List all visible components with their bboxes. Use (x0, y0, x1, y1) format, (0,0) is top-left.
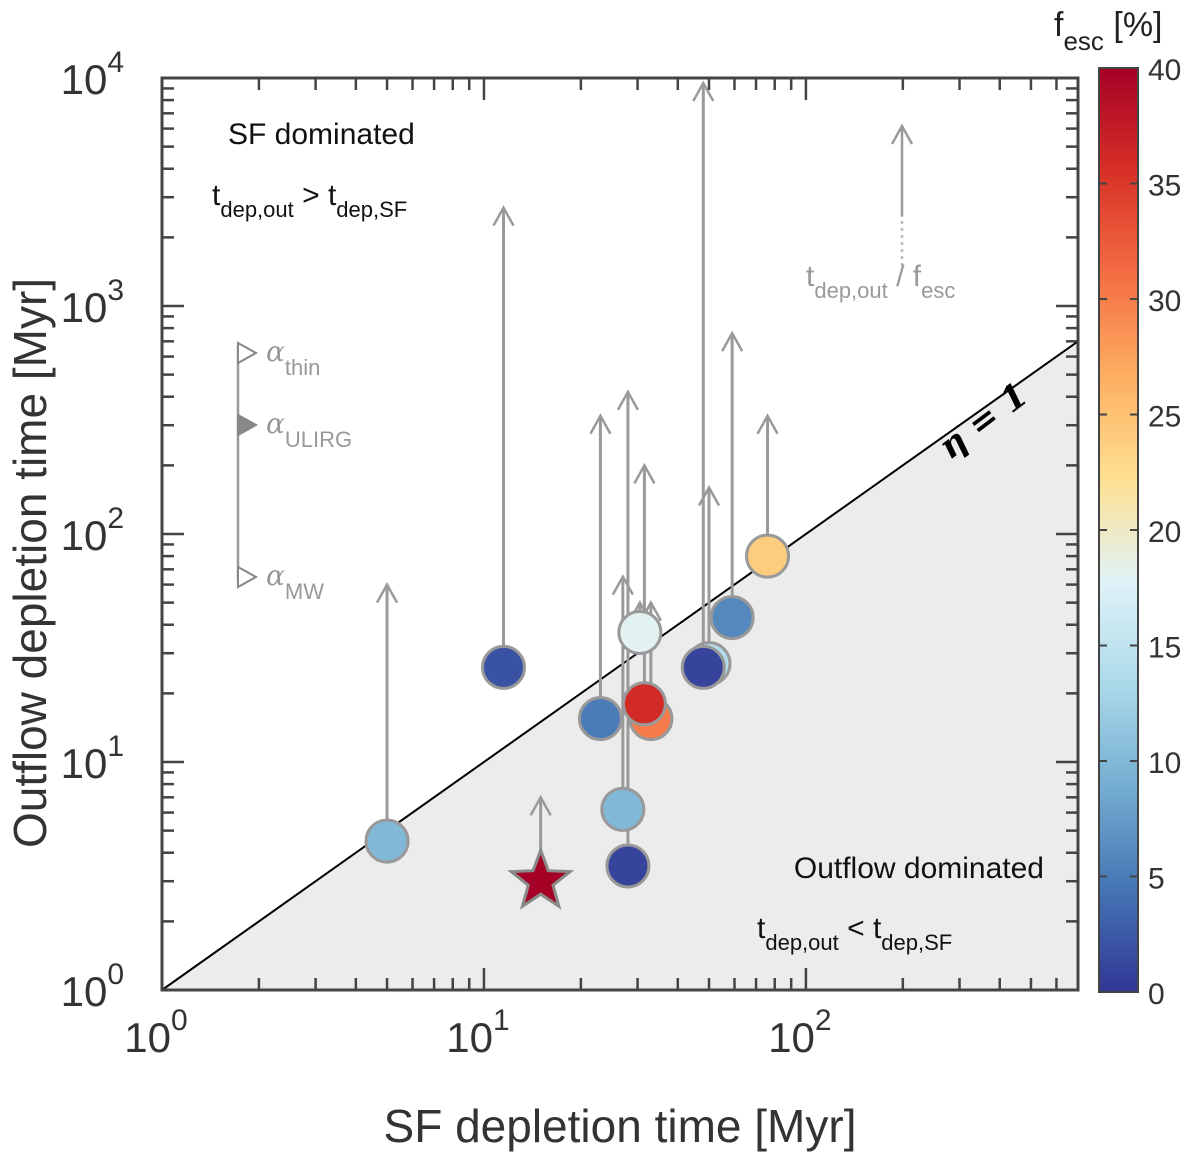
arrow-head (756, 413, 779, 435)
data-point (709, 595, 755, 641)
x-tick-label: 101 (446, 1004, 509, 1061)
y-axis-label: Outflow depletion time [Myr] (4, 278, 56, 848)
arrow-legend: tdep,out / fesc (806, 123, 955, 303)
data-point (617, 609, 663, 655)
alpha-marker-ulirg-icon (237, 413, 259, 437)
colorbar-tick-label: 40 (1148, 54, 1181, 87)
data-point (605, 843, 651, 889)
alpha-label-thin: αthin (266, 335, 320, 380)
data-point (680, 644, 726, 690)
alpha-label-mw: αMW (266, 559, 324, 604)
colorbar-label: fesc [%] (1054, 6, 1163, 56)
arrow-head (375, 582, 399, 604)
colorbar-tick-label: 20 (1148, 516, 1181, 549)
y-tick-labels: 100 101 102 103 104 (61, 46, 124, 1015)
data-point (600, 786, 646, 832)
arrow-head (589, 413, 612, 435)
outflow-dominated-relation: tdep,out < tdep,SF (757, 912, 952, 955)
arrow-head (611, 574, 634, 596)
colorbar-tick-label: 15 (1148, 632, 1181, 665)
arrow-head (633, 462, 656, 484)
arrow-head (529, 794, 552, 816)
y-tick-label: 101 (61, 730, 124, 787)
colorbar-tick-label: 35 (1148, 170, 1181, 203)
alpha-marker-mw-icon (237, 565, 259, 589)
alpha-marker-thin-icon (237, 341, 259, 365)
one-to-one-line (161, 340, 1079, 991)
y-tick-label: 102 (61, 502, 124, 559)
y-tick-label: 100 (61, 958, 124, 1015)
arrow-head (692, 80, 715, 102)
sf-dominated-title: SF dominated (228, 118, 415, 151)
alpha-legend: αthin αULIRG αMW (236, 335, 352, 604)
colorbar-tick-label: 25 (1148, 401, 1181, 434)
data-point (621, 681, 667, 727)
data-point (745, 533, 791, 579)
legend-arrow-head (890, 123, 914, 145)
alpha-label-ulirg: αULIRG (266, 407, 352, 452)
legend-arrow-label: tdep,out / fesc (806, 260, 955, 303)
colorbar-tick-label: 30 (1148, 285, 1181, 318)
arrow-head (721, 330, 744, 352)
x-tick-label: 100 (124, 1004, 187, 1061)
x-axis-label: SF depletion time [Myr] (384, 1100, 857, 1152)
x-tick-label: 102 (768, 1004, 831, 1061)
outflow-dominated-title: Outflow dominated (794, 852, 1044, 885)
arrow-head (616, 389, 640, 411)
arrow-head (492, 205, 515, 227)
sf-dominated-relation: tdep,out > tdep,SF (212, 179, 407, 222)
x-tick-labels: 100 101 102 (124, 1004, 831, 1061)
data-points (364, 533, 791, 910)
colorbar-ticks: 0 5 10 15 20 25 30 35 40 (1099, 54, 1181, 1011)
data-point (480, 644, 526, 690)
data-point (364, 818, 410, 864)
data-point (577, 696, 623, 742)
colorbar-tick-label: 5 (1148, 863, 1165, 896)
y-tick-label: 103 (61, 274, 124, 331)
colorbar-tick-label: 10 (1148, 747, 1181, 780)
plot-frame (160, 76, 1080, 992)
colorbar-tick-label: 0 (1148, 978, 1165, 1011)
star-marker (507, 845, 575, 910)
y-tick-label: 104 (61, 46, 124, 103)
